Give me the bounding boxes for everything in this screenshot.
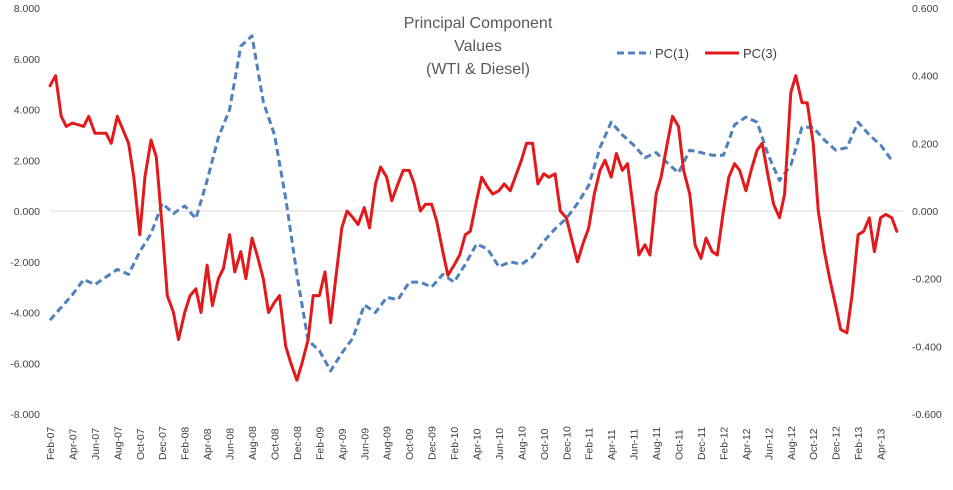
right-tick-label: 0.000	[912, 206, 938, 218]
chart-title-line-3: (WTI & Diesel)	[426, 61, 530, 78]
left-tick-label: -2.000	[10, 257, 40, 269]
x-tick-label: Aug-10	[516, 426, 528, 460]
legend-label-pc3: PC(3)	[743, 46, 777, 61]
x-tick-label: Aug-12	[786, 426, 798, 460]
x-tick-label: Jun-09	[359, 428, 371, 460]
left-tick-label: 2.000	[14, 155, 40, 167]
x-tick-label: Dec-09	[427, 426, 439, 460]
chart-title-line-2: Values	[454, 38, 502, 55]
right-tick-label: -0.600	[912, 409, 942, 421]
x-tick-label: Aug-11	[651, 427, 663, 460]
x-tick-label: Feb-10	[449, 427, 461, 460]
x-tick-label: Apr-12	[741, 428, 753, 460]
x-tick-label: Jun-12	[763, 428, 775, 460]
left-tick-label: -8.000	[10, 409, 40, 421]
x-tick-label: Feb-08	[180, 427, 192, 460]
series-line-pc1	[48, 34, 894, 373]
x-tick-label: Oct-07	[135, 428, 147, 460]
chart-title: Principal Component Values (WTI & Diesel…	[404, 15, 553, 78]
series-group	[48, 34, 899, 382]
x-tick-label: Aug-08	[247, 426, 259, 460]
x-tick-label: Oct-09	[404, 428, 416, 460]
x-tick-label: Jun-07	[90, 428, 102, 460]
right-tick-label: 0.600	[912, 3, 938, 15]
x-tick-label: Feb-11	[584, 427, 596, 460]
left-y-axis: 8.000 6.000 4.000 2.000 0.000 -2.000 -4.000 -6.…	[10, 3, 40, 421]
legend: PC(1) PC(3)	[617, 46, 777, 61]
right-y-axis: 0.600 0.400 0.200 0.000 -0.200 -0.400 -0.600	[912, 3, 942, 421]
x-tick-label: Feb-12	[718, 427, 730, 460]
x-tick-label: Feb-09	[314, 427, 326, 460]
x-tick-label: Dec-12	[831, 426, 843, 460]
x-tick-label: Apr-08	[202, 428, 214, 460]
x-tick-label: Dec-08	[292, 426, 304, 460]
left-tick-label: 8.000	[14, 3, 40, 15]
x-tick-label: Oct-12	[808, 428, 820, 460]
x-tick-label: Dec-07	[157, 426, 169, 460]
right-tick-label: -0.200	[912, 274, 942, 286]
left-tick-label: 6.000	[14, 54, 40, 66]
x-tick-label: Jun-10	[494, 428, 506, 460]
right-tick-label: -0.400	[912, 341, 942, 353]
x-tick-label: Jun-11	[629, 429, 641, 460]
right-tick-label: 0.400	[912, 71, 938, 83]
series-line-pc3	[48, 74, 899, 382]
x-tick-label: Feb-13	[853, 427, 865, 460]
x-tick-label: Apr-11	[606, 429, 618, 460]
left-tick-label: 4.000	[14, 105, 40, 117]
chart-title-line-1: Principal Component	[404, 15, 553, 32]
x-tick-label: Oct-11	[674, 429, 686, 460]
left-tick-label: -6.000	[10, 358, 40, 370]
x-tick-label: Jun-08	[225, 428, 237, 460]
x-axis: Feb-07 Apr-07 Jun-07 Aug-07 Oct-07 Dec-07 Feb-…	[45, 426, 888, 460]
x-tick-label: Apr-07	[67, 428, 79, 460]
x-tick-label: Apr-09	[337, 428, 349, 460]
x-tick-label: Apr-10	[472, 428, 484, 460]
left-tick-label: -4.000	[10, 308, 40, 320]
legend-label-pc1: PC(1)	[655, 46, 689, 61]
x-tick-label: Dec-11	[696, 427, 708, 460]
x-tick-label: Apr-13	[876, 428, 888, 460]
x-tick-label: Aug-09	[382, 426, 394, 460]
right-tick-label: 0.200	[912, 138, 938, 150]
x-tick-label: Feb-07	[45, 427, 57, 460]
x-tick-label: Dec-10	[561, 426, 573, 460]
left-tick-label: 0.000	[14, 206, 40, 218]
x-tick-label: Aug-07	[112, 426, 124, 460]
x-tick-label: Oct-08	[269, 428, 281, 460]
x-tick-label: Oct-10	[539, 428, 551, 460]
